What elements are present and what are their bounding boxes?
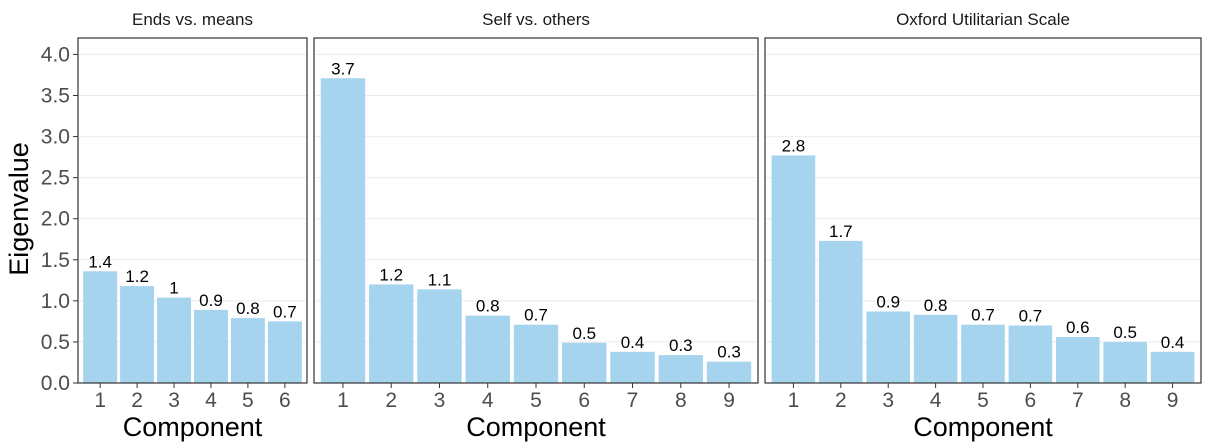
bar-1 <box>320 78 366 383</box>
x-tick-label: 8 <box>1119 389 1131 412</box>
data-label: 0.7 <box>971 306 995 325</box>
x-axis-title: Component <box>913 412 1053 442</box>
shared-y-axis: 0.0 0.5 1.0 1.5 2.0 2.5 3.0 3.5 4.0 <box>41 43 78 395</box>
x-tick-label: 6 <box>578 389 590 412</box>
data-label: 3.7 <box>331 59 355 78</box>
bar-8 <box>1103 341 1147 383</box>
panel-oxford-utilitarian-scale: Oxford Utilitarian Scale 2.8 1 1.7 2 0.9 3 0.8 4… <box>764 10 1202 442</box>
x-tick-label: 7 <box>627 389 639 412</box>
x-tick-label: 3 <box>434 389 446 412</box>
data-label: 0.8 <box>476 297 500 316</box>
x-tick-label: 6 <box>279 389 291 412</box>
x-tick-label: 1 <box>788 389 800 412</box>
x-tick-label: 8 <box>675 389 687 412</box>
y-tick-label: 2.0 <box>41 208 70 231</box>
y-tick-label: 2.5 <box>41 167 70 190</box>
bar-6 <box>1008 325 1053 383</box>
data-label: 0.3 <box>669 336 693 355</box>
bar-2 <box>369 284 414 383</box>
panel-border <box>77 37 308 384</box>
data-label: 0.9 <box>199 291 223 310</box>
x-tick-label: 5 <box>242 389 254 412</box>
data-label: 0.6 <box>1066 318 1090 337</box>
bar-9 <box>1150 351 1195 383</box>
y-tick-label: 1.5 <box>41 249 70 272</box>
x-tick-label: 3 <box>168 389 180 412</box>
bar-5 <box>230 318 265 383</box>
data-label: 1.7 <box>829 222 853 241</box>
bar-3 <box>866 311 911 383</box>
bar-3 <box>157 297 192 383</box>
x-tick-label: 1 <box>94 389 106 412</box>
data-label: 1.2 <box>125 267 149 286</box>
x-tick-label: 3 <box>882 389 894 412</box>
data-label: 0.5 <box>572 324 596 343</box>
y-tick-label: 3.5 <box>41 85 70 108</box>
x-tick-label: 2 <box>835 389 847 412</box>
bar-5 <box>513 324 559 383</box>
x-tick-label: 4 <box>930 389 942 412</box>
panel-self-vs-others: Self vs. others 3.7 1 1.2 2 1.1 3 0.8 4 0.7 5 0.5 6 0… <box>313 10 759 442</box>
bar-4 <box>913 314 958 383</box>
data-label: 1.4 <box>88 252 112 271</box>
x-tick-label: 5 <box>530 389 542 412</box>
data-label: 1 <box>169 279 178 298</box>
x-tick-label: 2 <box>131 389 143 412</box>
data-label: 1.1 <box>428 270 452 289</box>
x-tick-label: 1 <box>337 389 349 412</box>
bar-6 <box>267 321 302 383</box>
x-axis-title: Component <box>466 412 606 442</box>
bar-7 <box>1055 337 1100 383</box>
data-label: 0.3 <box>717 343 741 362</box>
facet-title: Oxford Utilitarian Scale <box>896 10 1070 29</box>
bar-2 <box>120 286 155 383</box>
data-label: 0.4 <box>1161 333 1185 352</box>
panel-ends-vs-means: Ends vs. means 1.4 1 1.2 2 1 3 0.9 4 0.8 5 0.7 6 Comp… <box>77 10 308 442</box>
data-label: 1.2 <box>379 265 403 284</box>
bar-6 <box>562 342 607 383</box>
x-tick-label: 9 <box>1167 389 1179 412</box>
y-tick-label: 0.0 <box>41 372 70 395</box>
facet-title: Self vs. others <box>482 10 590 29</box>
y-tick-label: 4.0 <box>41 43 70 66</box>
data-label: 0.9 <box>876 293 900 312</box>
bar-8 <box>658 355 703 383</box>
data-label: 0.5 <box>1113 323 1137 342</box>
y-axis-title: Eigenvalue <box>4 142 34 276</box>
panel-border <box>313 37 759 384</box>
x-tick-label: 9 <box>723 389 735 412</box>
bar-1 <box>771 155 816 383</box>
x-tick-label: 2 <box>385 389 397 412</box>
y-tick-label: 1.0 <box>41 290 70 313</box>
facet-title: Ends vs. means <box>132 10 253 29</box>
x-tick-label: 7 <box>1072 389 1084 412</box>
bar-1 <box>83 271 118 383</box>
data-label: 2.8 <box>782 136 806 155</box>
data-label: 0.4 <box>621 333 645 352</box>
data-label: 0.7 <box>524 306 548 325</box>
x-axis-title: Component <box>123 412 263 442</box>
data-label: 0.8 <box>236 299 260 318</box>
panel-border <box>764 37 1202 384</box>
data-label: 0.7 <box>273 302 297 321</box>
x-tick-label: 6 <box>1025 389 1037 412</box>
bar-2 <box>819 240 863 383</box>
y-tick-label: 3.0 <box>41 126 70 149</box>
bar-4 <box>465 315 510 383</box>
x-tick-label: 4 <box>205 389 217 412</box>
data-label: 0.7 <box>1019 307 1043 326</box>
x-tick-label: 5 <box>977 389 989 412</box>
bar-9 <box>706 361 752 383</box>
x-tick-label: 4 <box>482 389 494 412</box>
data-label: 0.8 <box>924 296 948 315</box>
bar-5 <box>961 324 1005 383</box>
y-tick-label: 0.5 <box>41 331 70 354</box>
bar-3 <box>417 289 462 383</box>
bar-7 <box>610 351 655 383</box>
bar-4 <box>193 309 228 383</box>
